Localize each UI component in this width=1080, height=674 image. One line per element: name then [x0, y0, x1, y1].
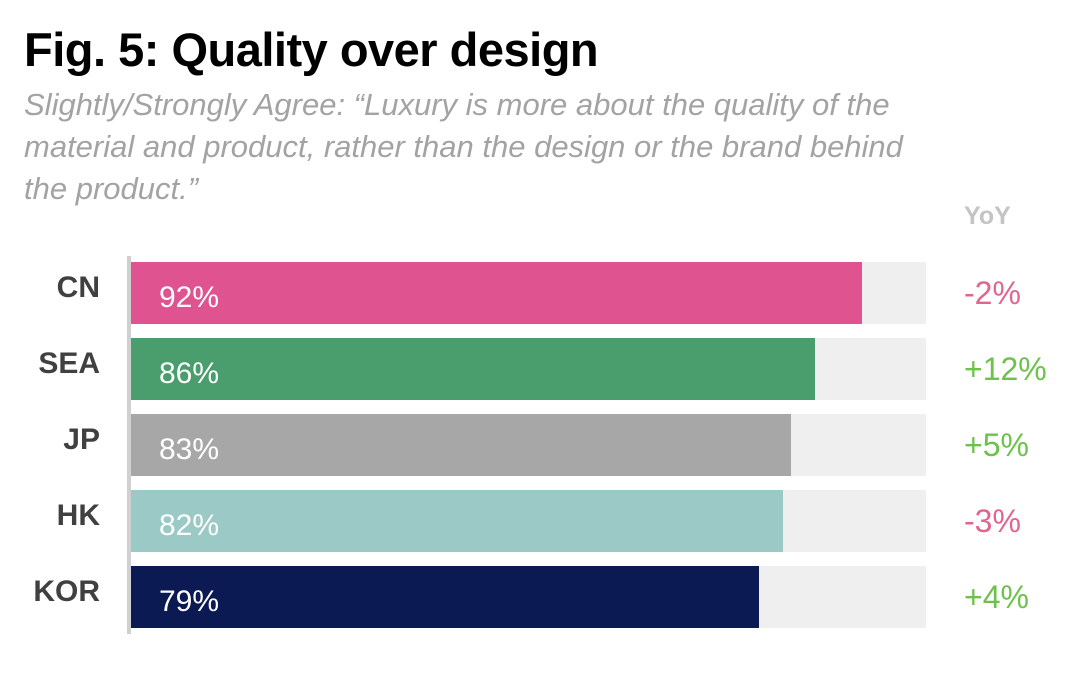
bar-track: 79% [131, 566, 926, 628]
category-axis-line [127, 256, 131, 634]
yoy-value: +5% [964, 427, 1029, 463]
bar-track: 92% [131, 262, 926, 324]
bar-row: KOR 79% +4% [0, 566, 1080, 628]
bar-value-label: 86% [159, 357, 220, 390]
bar: 86% [131, 338, 815, 400]
yoy-value: +4% [964, 579, 1029, 615]
category-label: SEA [38, 347, 100, 380]
bar: 92% [131, 262, 863, 324]
yoy-value: -2% [964, 275, 1021, 311]
bar-track: 83% [131, 414, 926, 476]
bar: 83% [131, 414, 791, 476]
chart-title: Fig. 5: Quality over design [24, 23, 599, 76]
bar-value-label: 82% [159, 509, 220, 542]
chart-subtitle: Slightly/Strongly Agree: “Luxury is more… [24, 87, 903, 206]
category-label: KOR [33, 575, 100, 608]
bar-track: 86% [131, 338, 926, 400]
bar: 82% [131, 490, 783, 552]
category-label: HK [56, 499, 100, 532]
yoy-value: +12% [964, 351, 1047, 387]
category-label: JP [63, 423, 100, 456]
bar-row: CN 92% -2% [0, 262, 1080, 324]
bar-track: 82% [131, 490, 926, 552]
bar-row: SEA 86% +12% [0, 338, 1080, 400]
yoy-column-header: YoY [964, 202, 1011, 230]
category-label: CN [56, 271, 100, 304]
yoy-value: -3% [964, 503, 1021, 539]
bar-value-label: 92% [159, 281, 220, 314]
bar: 79% [131, 566, 760, 628]
bar-value-label: 79% [159, 585, 220, 618]
bar-row: JP 83% +5% [0, 414, 1080, 476]
bar-row: HK 82% -3% [0, 490, 1080, 552]
bar-value-label: 83% [159, 433, 220, 466]
